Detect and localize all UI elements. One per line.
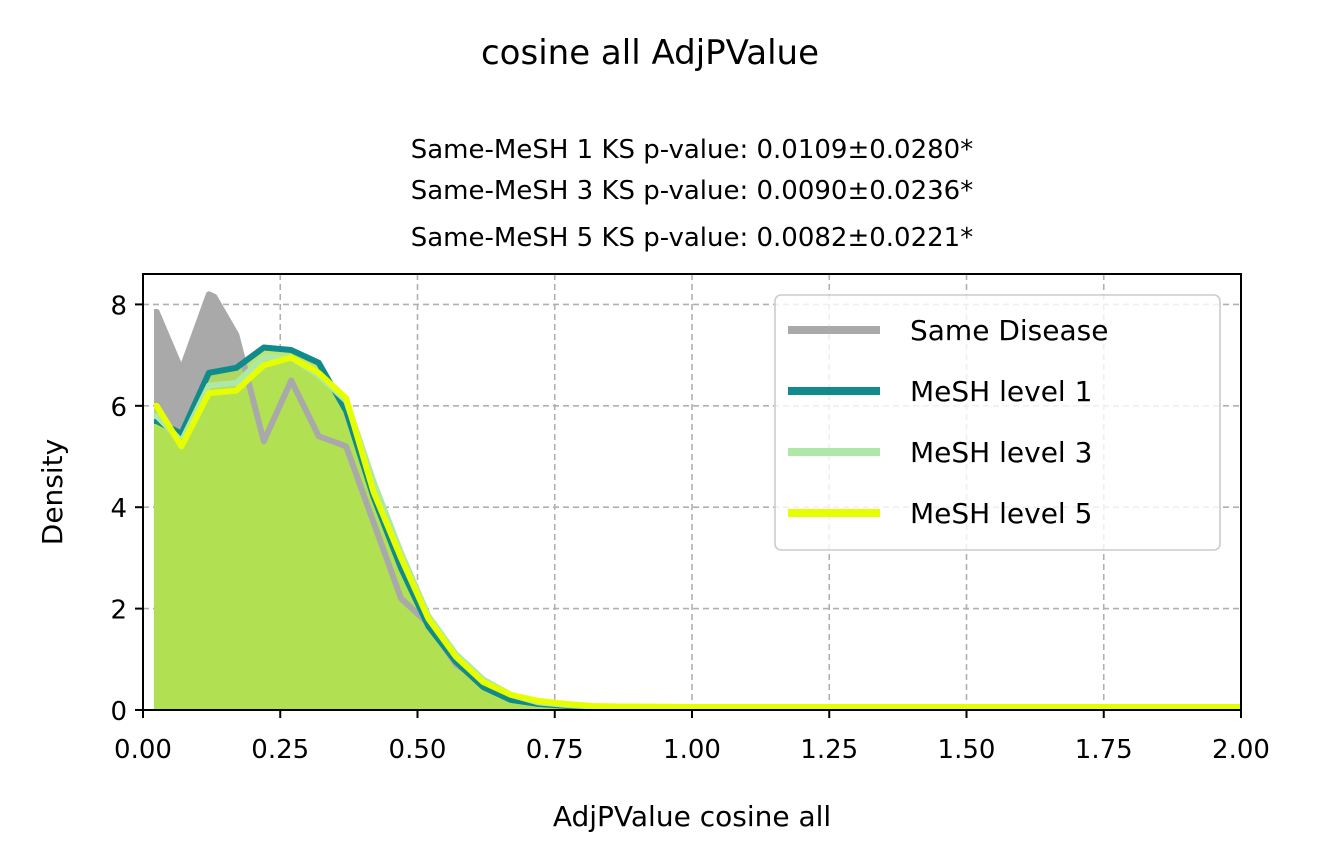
y-axis-label: Density — [36, 439, 69, 545]
x-axis-label: AdjPValue cosine all — [553, 800, 831, 833]
x-tick-label-0: 0.00 — [114, 735, 172, 765]
legend-label-2: MeSH level 3 — [910, 436, 1092, 469]
y-axis-ticks: 0 2 4 6 8 — [110, 291, 143, 727]
x-tick-label-5: 1.25 — [800, 735, 858, 765]
x-axis-ticks: 0.00 0.25 0.50 0.75 1.00 1.25 1.50 1.75 2.00 — [114, 710, 1270, 765]
x-tick-label-4: 1.00 — [663, 735, 721, 765]
y-tick-label-2: 4 — [110, 494, 127, 524]
y-tick-label-3: 6 — [110, 393, 127, 423]
x-tick-label-2: 0.50 — [389, 735, 447, 765]
x-tick-label-1: 0.25 — [251, 735, 309, 765]
y-tick-label-0: 0 — [110, 697, 127, 727]
x-tick-label-8: 2.00 — [1212, 735, 1270, 765]
chart-subtitle-line-2: Same-MeSH 3 KS p-value: 0.0090±0.0236* — [411, 176, 973, 206]
legend-label-1: MeSH level 1 — [910, 375, 1092, 408]
x-tick-label-3: 0.75 — [526, 735, 584, 765]
legend-box — [774, 294, 1221, 551]
x-tick-label-7: 1.75 — [1075, 735, 1133, 765]
series-lines — [153, 291, 1241, 711]
chart-subtitle-line-3: Same-MeSH 5 KS p-value: 0.0082±0.0221* — [411, 223, 973, 253]
legend-label-0: Same Disease — [910, 314, 1108, 347]
chart-suptitle: cosine all AdjPValue — [481, 33, 819, 73]
chart-subtitle-line-1: Same-MeSH 1 KS p-value: 0.0109±0.0280* — [411, 135, 973, 165]
x-tick-label-6: 1.50 — [938, 735, 996, 765]
series-line-3 — [153, 354, 1241, 710]
y-tick-label-4: 8 — [110, 291, 127, 321]
legend: Same Disease MeSH level 1 MeSH level 3 MeSH… — [774, 294, 1221, 551]
y-tick-label-1: 2 — [110, 596, 127, 626]
legend-label-3: MeSH level 5 — [910, 497, 1092, 530]
